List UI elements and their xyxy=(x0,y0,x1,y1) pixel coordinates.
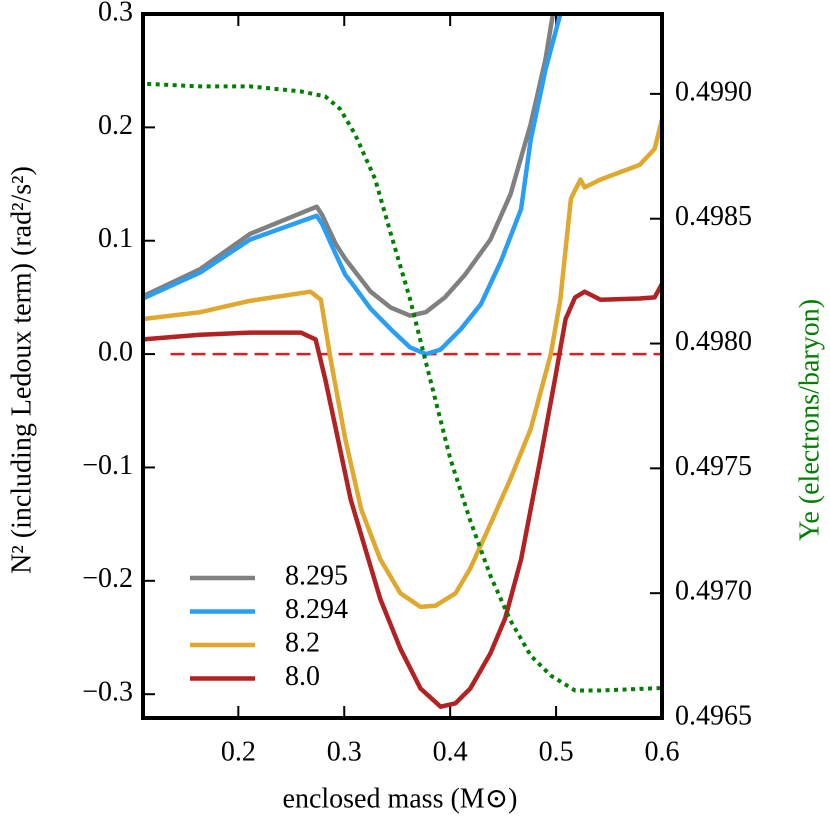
x-axis-label: enclosed mass (M⊙) xyxy=(283,783,518,814)
plot-frame xyxy=(141,12,664,720)
y2-tick-label: 0.4985 xyxy=(675,201,752,232)
x-tick-label: 0.5 xyxy=(539,736,574,767)
y2-tick-label: 0.4990 xyxy=(675,76,752,107)
y-tick-label: −0.3 xyxy=(82,677,133,708)
legend-label: 8.0 xyxy=(285,661,320,692)
y-tick-label: 0.1 xyxy=(98,223,133,254)
legend-label: 8.295 xyxy=(285,560,348,591)
legend-label: 8.2 xyxy=(285,627,320,658)
y-axis-label: N² (including Ledoux term) (rad²/s²) xyxy=(6,166,37,574)
y-tick-label: −0.1 xyxy=(82,450,133,481)
x-tick-label: 0.2 xyxy=(221,736,256,767)
y2-tick-label: 0.4970 xyxy=(675,576,752,607)
series-line xyxy=(143,14,556,318)
x-tick-label: 0.6 xyxy=(645,736,680,767)
y2-axis-label: Ye (electrons/baryon) xyxy=(794,299,825,541)
y-tick-label: 0.0 xyxy=(98,337,133,368)
series-line xyxy=(143,118,662,610)
x-tick-label: 0.3 xyxy=(327,736,362,767)
legend-label: 8.294 xyxy=(285,594,348,625)
y2-tick-label: 0.4965 xyxy=(675,700,752,731)
plot-area xyxy=(143,14,662,709)
y-tick-label: 0.3 xyxy=(98,0,133,27)
y-tick-label: 0.2 xyxy=(98,110,133,141)
y2-tick-label: 0.4975 xyxy=(675,451,752,482)
y2-tick-label: 0.4980 xyxy=(675,326,752,357)
series-line xyxy=(143,14,563,357)
series-line xyxy=(143,282,662,709)
x-tick-label: 0.4 xyxy=(433,736,468,767)
series-line xyxy=(147,81,662,693)
y-tick-label: −0.2 xyxy=(82,563,133,594)
